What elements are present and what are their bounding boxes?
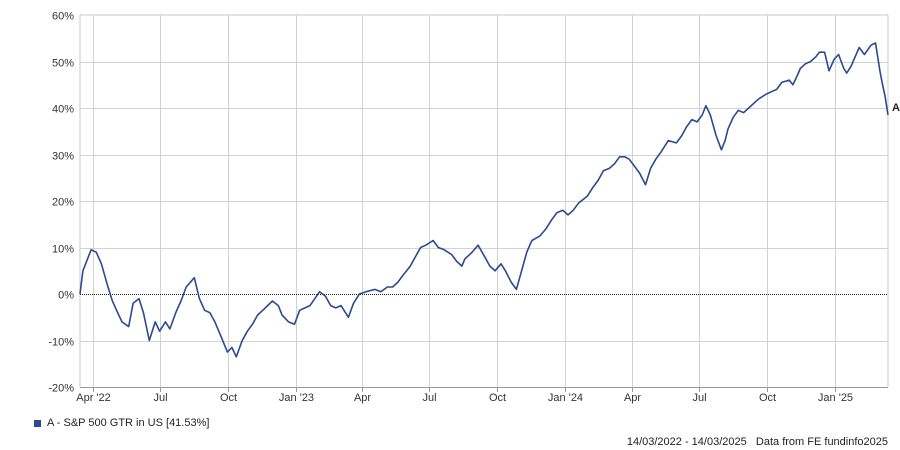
legend-label: A - S&P 500 GTR in US [41.53%]: [47, 417, 210, 429]
y-tick-label: 30%: [52, 151, 74, 163]
x-tick-label: Oct: [759, 392, 776, 404]
footer: 14/03/2022 - 14/03/2025 Data from FE fun…: [627, 436, 888, 448]
series-layer: A: [79, 42, 900, 358]
y-axis: 60% 50% 40% 30% 20% 10% 0% -10% -20%: [48, 11, 74, 395]
x-tick-label: Oct: [489, 392, 506, 404]
x-tick-label: Oct: [220, 392, 237, 404]
x-tick-label: Jan '23: [279, 392, 314, 404]
x-tick-label: Jul: [422, 392, 436, 404]
x-tick-label: Jan '25: [818, 392, 853, 404]
legend-swatch: [34, 419, 41, 427]
series-line: [79, 42, 889, 358]
x-tick-label: Apr '22: [76, 392, 111, 404]
y-tick-label: 50%: [52, 58, 74, 70]
x-tick-label: Apr: [354, 392, 371, 404]
series-end-label: A: [892, 102, 900, 114]
y-tick-label: -20%: [48, 383, 74, 395]
y-tick-label: 10%: [52, 244, 74, 256]
footer-date-range: 14/03/2022 - 14/03/2025: [626, 436, 747, 448]
legend: A - S&P 500 GTR in US [41.53%]: [34, 417, 209, 429]
y-tick-label: -10%: [48, 337, 74, 349]
y-tick-label: 40%: [52, 104, 74, 116]
x-tick-label: Jul: [153, 392, 167, 404]
x-tick-label: Apr: [624, 392, 641, 404]
x-axis: Apr '22 Jul Oct Jan '23 Apr Jul Oct Jan '24 Apr J…: [76, 392, 853, 404]
y-tick-label: 60%: [52, 11, 74, 23]
x-tick-label: Jan '24: [548, 392, 583, 404]
y-tick-label: 0%: [58, 290, 74, 302]
y-tick-label: 20%: [52, 197, 74, 209]
grid: [79, 14, 889, 392]
footer-source: Data from FE fundinfo2025: [755, 436, 888, 448]
x-tick-label: Jul: [692, 392, 706, 404]
